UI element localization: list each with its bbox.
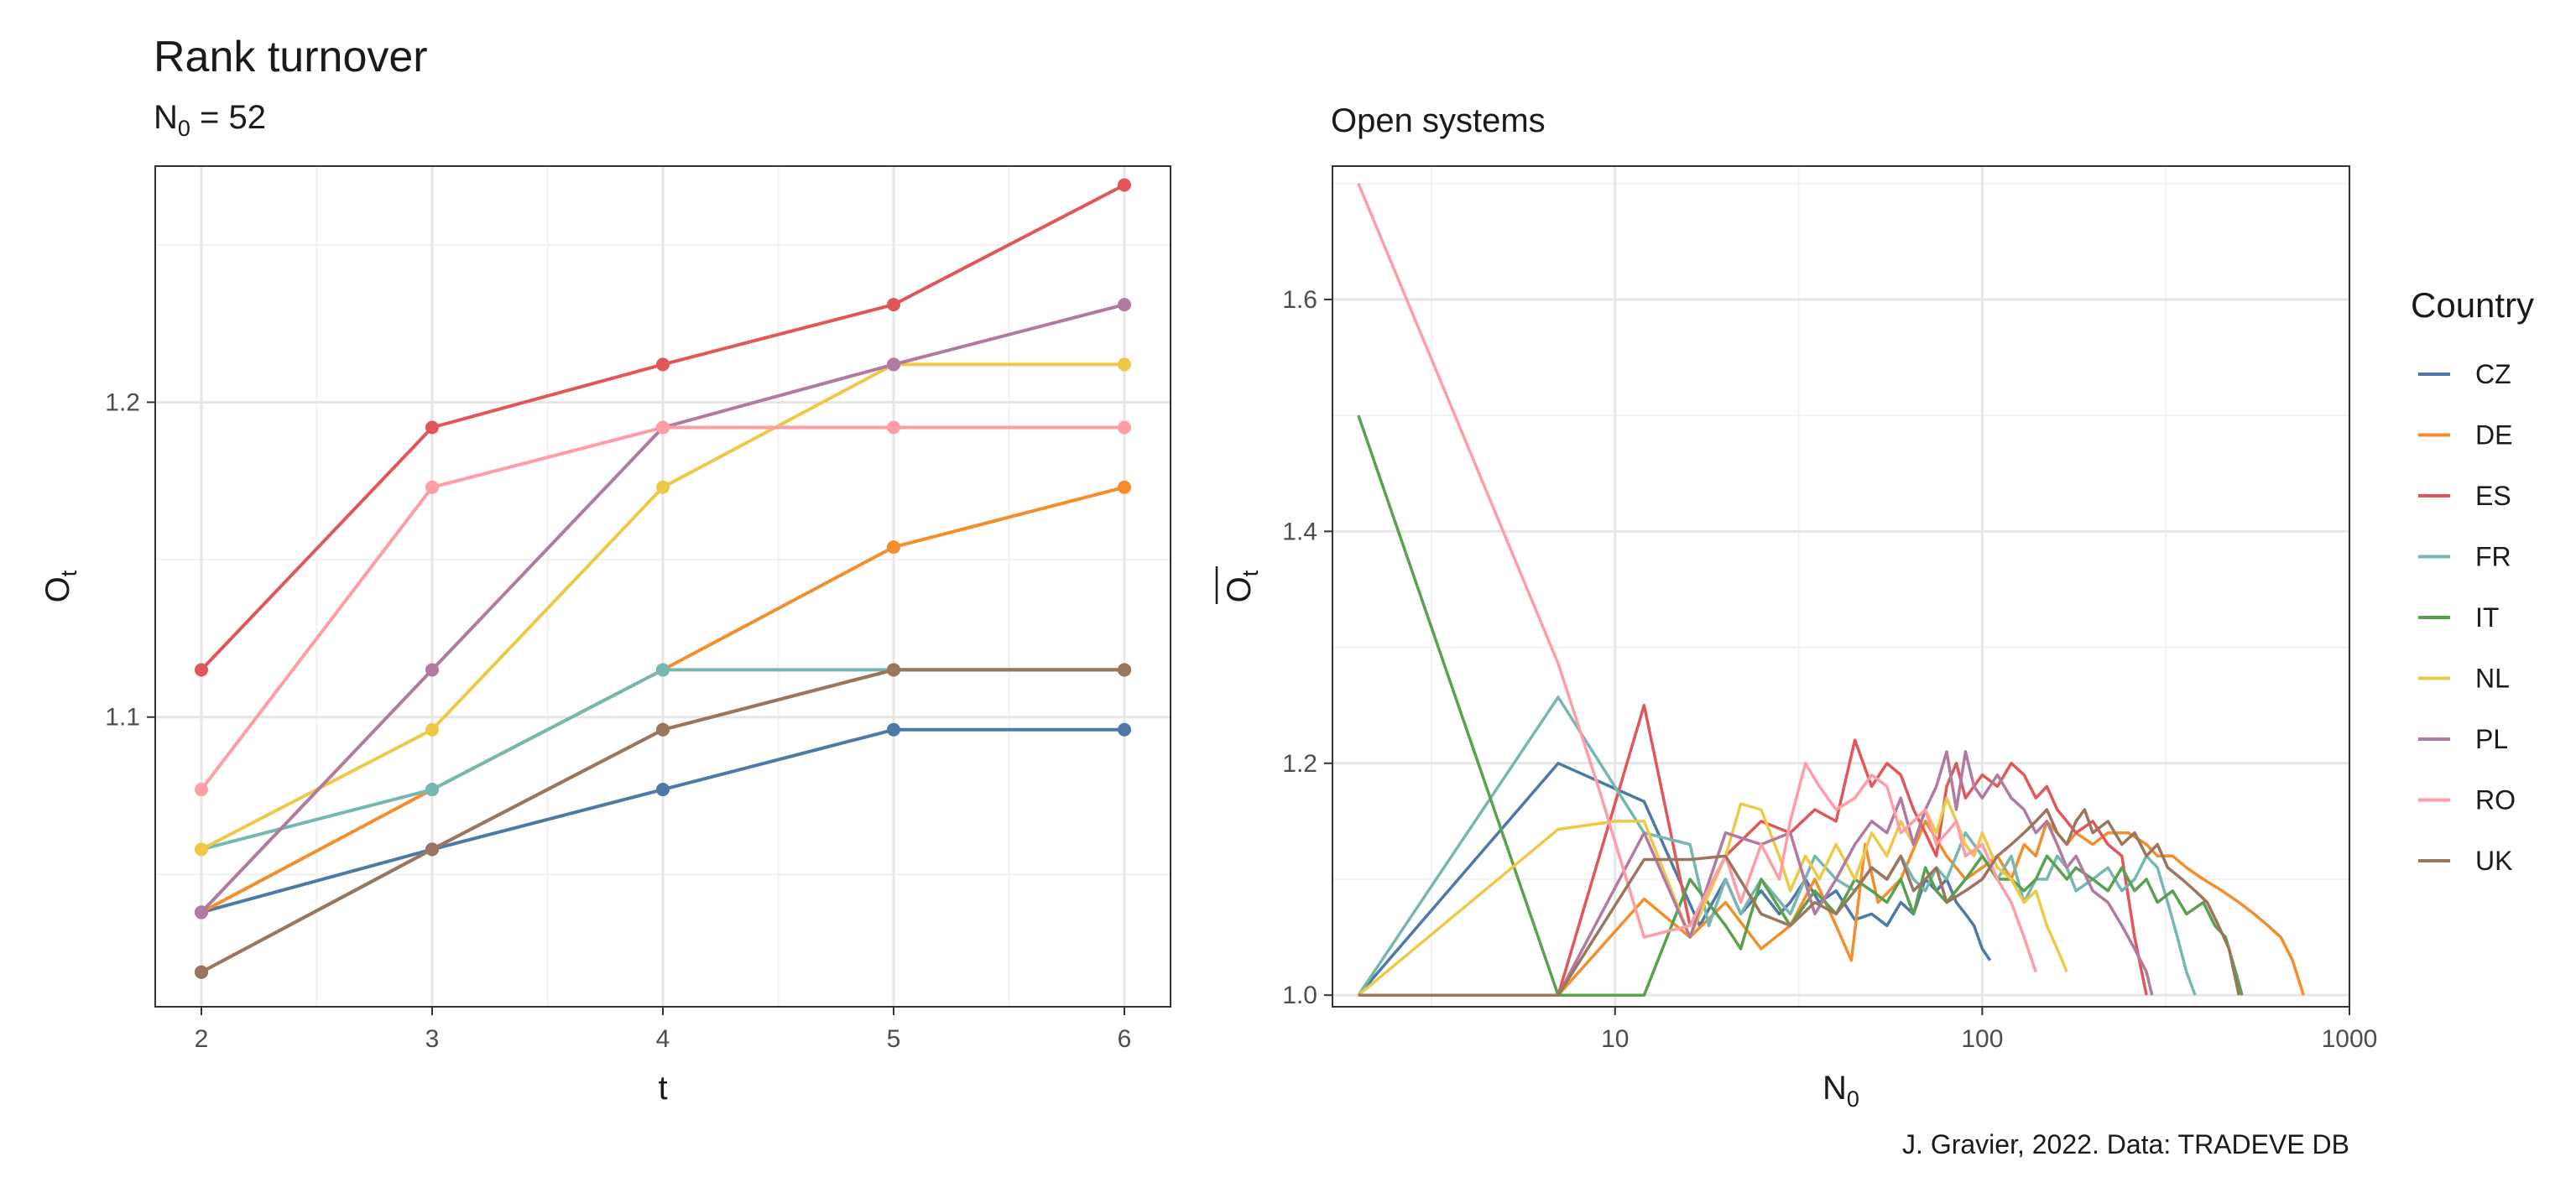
- panel1-point-uk: [656, 722, 670, 737]
- panel1-point-pl: [887, 357, 900, 372]
- panel2-grid: [1332, 166, 2351, 1007]
- panel2-title: Open systems: [1331, 102, 1546, 139]
- panel1-point-ro: [425, 480, 439, 494]
- panel2-series-line-uk: [1358, 808, 2241, 997]
- legend-item-cz: CZ: [2418, 359, 2511, 389]
- panel1-x-tick-label: 2: [195, 1025, 209, 1053]
- panel2-x-tick-label: 10: [1601, 1025, 1629, 1053]
- legend-item-nl: NL: [2418, 664, 2510, 694]
- legend-item-ro: RO: [2418, 785, 2516, 815]
- panel1-x-axis-title: t: [658, 1070, 667, 1107]
- panel1-point-pl: [1118, 298, 1131, 312]
- legend-item-fr: FR: [2418, 542, 2511, 572]
- panel1-point-es: [1118, 178, 1131, 192]
- panel-rank-turnover: 2 3 4 5 6 1.1 1.2 t Ot: [39, 165, 1171, 1107]
- legend: Country CZ DE ES FR IT NL PL RO UK: [2411, 285, 2534, 876]
- panel2-y-tick-label: 1.0: [1282, 982, 1317, 1009]
- panel1-y-axis-title: Ot: [39, 570, 81, 602]
- panel1-point-de: [1118, 480, 1131, 494]
- panel1-x-tick-label: 5: [887, 1025, 901, 1053]
- panel-open-systems: Open systems 10 100 1000 1.0 1.2 1.4 1.6 N0 Ot: [1215, 102, 2377, 1112]
- legend-label-it: IT: [2475, 602, 2499, 633]
- panel2-series: [1357, 183, 2305, 997]
- legend-title: Country: [2411, 285, 2534, 325]
- panel1-point-de: [887, 540, 900, 555]
- panel1-grid: [155, 166, 1171, 1007]
- panel1-point-ro: [656, 420, 670, 435]
- panel1-point-nl: [1118, 357, 1131, 372]
- panel2-x-tick-label: 1000: [2322, 1025, 2378, 1053]
- legend-label-es: ES: [2475, 481, 2511, 511]
- panel2-x-axis-title: N0: [1822, 1070, 1859, 1112]
- panel1-x-tick-label: 4: [656, 1025, 670, 1053]
- panel1-series: [195, 178, 1131, 979]
- panel1-point-pl: [195, 905, 208, 919]
- panel1-y-tick-label: 1.2: [105, 388, 140, 416]
- legend-item-es: ES: [2418, 481, 2511, 511]
- panel1-point-ro: [195, 783, 208, 797]
- legend-label-fr: FR: [2475, 542, 2511, 572]
- panel2-border: [1332, 165, 2350, 1008]
- panel2-y-tick-label: 1.6: [1282, 286, 1317, 314]
- legend-label-de: DE: [2475, 420, 2512, 451]
- legend-items: CZ DE ES FR IT NL PL RO UK: [2418, 359, 2516, 876]
- legend-label-uk: UK: [2475, 846, 2512, 876]
- panel1-point-uk: [887, 663, 900, 677]
- figure-caption: J. Gravier, 2022. Data: TRADEVE DB: [1902, 1129, 2349, 1159]
- panel1-point-ro: [1118, 420, 1131, 435]
- panel1-point-cz: [656, 783, 670, 797]
- legend-item-uk: UK: [2418, 846, 2512, 876]
- panel1-point-cz: [1118, 722, 1131, 737]
- legend-label-ro: RO: [2475, 785, 2516, 815]
- panel2-y-axis-title: Ot: [1215, 566, 1263, 604]
- panel2-background: [1332, 166, 2349, 1007]
- panel1-point-pl: [425, 663, 439, 677]
- panel1-point-es: [195, 663, 208, 677]
- legend-label-pl: PL: [2475, 724, 2508, 754]
- legend-label-nl: NL: [2475, 664, 2510, 694]
- panel2-y-axis-title-text: Ot: [1221, 570, 1263, 602]
- legend-item-it: IT: [2418, 602, 2499, 633]
- panel1-y-tick-label: 1.1: [105, 704, 140, 732]
- panel1-x-tick-label: 3: [425, 1025, 440, 1053]
- legend-item-de: DE: [2418, 420, 2512, 451]
- figure-subtitle: N0 = 52: [154, 99, 266, 141]
- panel2-series-line-pl: [1358, 750, 2154, 997]
- panel1-point-uk: [425, 842, 439, 857]
- figure-title: Rank turnover: [154, 33, 428, 81]
- panel1-point-uk: [1118, 663, 1131, 677]
- panel1-axes: 2 3 4 5 6 1.1 1.2: [105, 388, 1131, 1053]
- panel1-point-nl: [656, 480, 670, 494]
- panel2-x-tick-label: 100: [1961, 1025, 2003, 1053]
- panel1-point-uk: [195, 965, 208, 979]
- legend-label-cz: CZ: [2475, 359, 2511, 389]
- panel1-point-es: [887, 298, 900, 312]
- panel1-point-nl: [425, 722, 439, 737]
- panel1-point-fr: [425, 783, 439, 797]
- panel1-x-tick-label: 6: [1118, 1025, 1132, 1053]
- panel1-point-fr: [656, 663, 670, 677]
- panel2-series-line-de: [1358, 820, 2305, 997]
- panel1-point-es: [425, 420, 439, 435]
- panel1-point-ro: [887, 420, 900, 435]
- panel2-axes: 10 100 1000 1.0 1.2 1.4 1.6: [1282, 286, 2377, 1053]
- panel1-point-cz: [887, 722, 900, 737]
- panel2-y-tick-label: 1.2: [1282, 750, 1317, 778]
- panel2-y-tick-label: 1.4: [1282, 518, 1317, 545]
- panel2-series-line-ro: [1357, 183, 2037, 973]
- panel1-point-es: [656, 357, 670, 372]
- panel2-series-line-nl: [1357, 796, 2068, 997]
- panel1-point-nl: [195, 842, 208, 857]
- legend-item-pl: PL: [2418, 724, 2508, 754]
